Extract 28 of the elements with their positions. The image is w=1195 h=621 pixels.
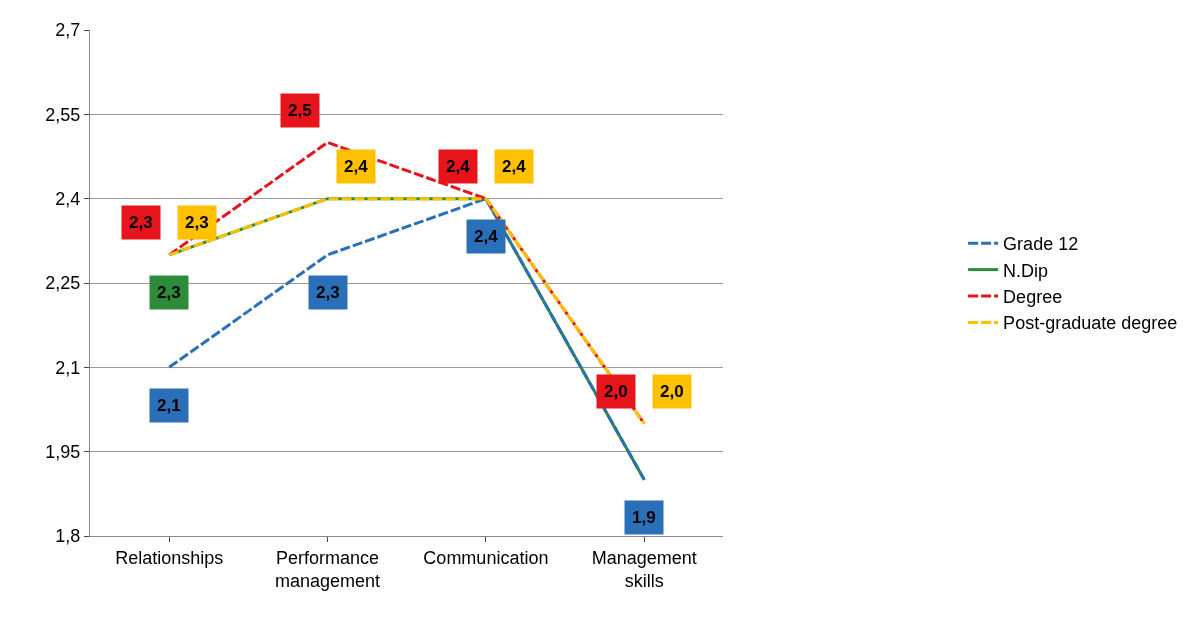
y-tick-label: 2,55 bbox=[45, 104, 81, 125]
x-tick-label: Relationships bbox=[115, 547, 224, 568]
y-tick-label: 2,4 bbox=[55, 188, 81, 209]
data-label: 2,4 bbox=[474, 227, 499, 246]
y-tick-label: 1,95 bbox=[45, 441, 81, 462]
x-tick-label: Performance management bbox=[275, 547, 381, 591]
x-tick-label: Management skills bbox=[591, 547, 697, 591]
x-tick-label: Communication bbox=[423, 547, 549, 568]
data-label: 2,3 bbox=[129, 213, 153, 232]
data-label: 2,3 bbox=[157, 283, 181, 302]
legend-label: Post-graduate degree bbox=[1003, 313, 1178, 334]
data-label: 2,4 bbox=[446, 157, 471, 176]
data-label: 2,4 bbox=[344, 157, 369, 176]
y-tick-label: 2,7 bbox=[55, 20, 81, 41]
data-label: 2,3 bbox=[316, 283, 340, 302]
data-label: 2,4 bbox=[502, 157, 527, 176]
data-label: 2,0 bbox=[660, 382, 684, 401]
data-label: 2,3 bbox=[185, 213, 209, 232]
legend-label: Grade 12 bbox=[1003, 234, 1079, 255]
y-tick-label: 1,8 bbox=[55, 526, 81, 547]
legend-label: N.Dip bbox=[1003, 260, 1049, 281]
data-label: 1,9 bbox=[632, 508, 656, 527]
data-label: 2,5 bbox=[288, 101, 312, 120]
legend-label: Degree bbox=[1003, 287, 1063, 308]
data-label: 2,0 bbox=[604, 382, 628, 401]
y-tick-label: 2,1 bbox=[55, 357, 81, 378]
data-label: 2,1 bbox=[157, 396, 181, 415]
y-tick-label: 2,25 bbox=[45, 273, 81, 294]
